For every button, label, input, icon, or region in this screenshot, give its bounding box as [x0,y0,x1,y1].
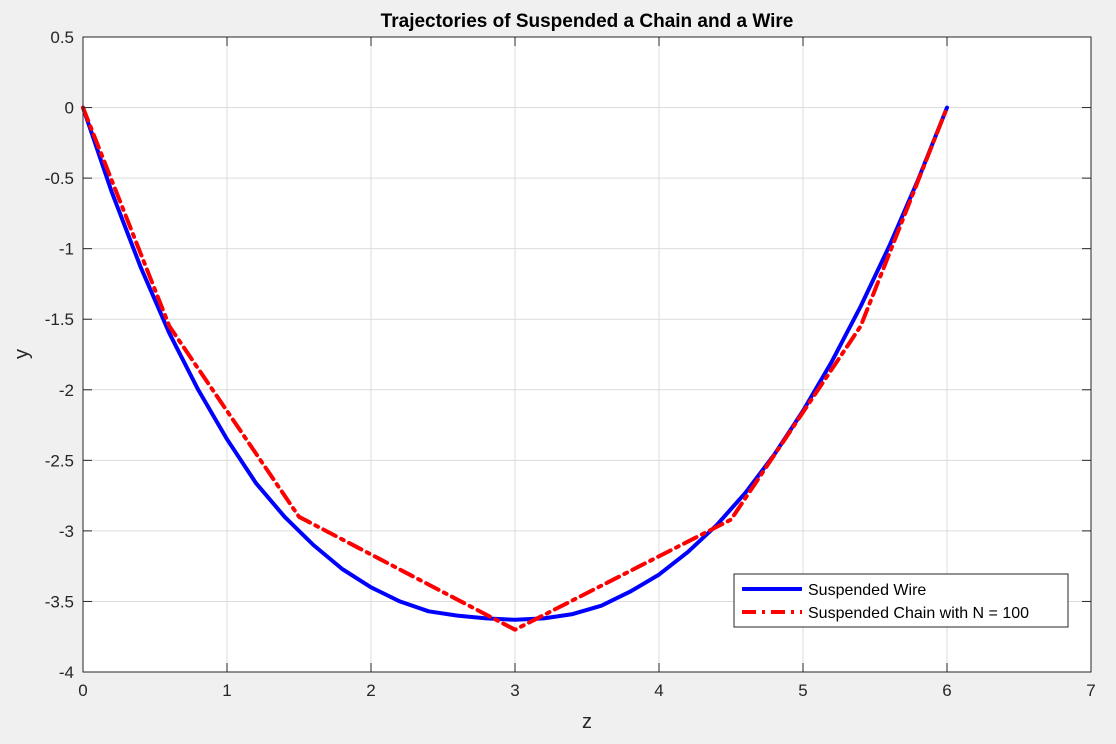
x-tick-label: 1 [222,681,231,700]
x-tick-labels: 0 1 2 3 4 5 6 7 [78,681,1095,700]
y-tick-label: -1.5 [45,310,74,329]
y-tick-label: -3.5 [45,592,74,611]
series-line-suspended-chain [81,105,949,632]
x-tick-label: 4 [654,681,663,700]
y-tick-label: 0 [65,99,74,118]
ticks [82,36,1092,673]
x-tick-label: 0 [78,681,87,700]
y-tick-label: -3 [59,522,74,541]
x-tick-label: 2 [366,681,375,700]
x-tick-label: 5 [798,681,807,700]
y-tick-label: -2.5 [45,451,74,470]
x-tick-label: 3 [510,681,519,700]
y-axis-label: y [11,349,33,359]
x-tick-label: 7 [1086,681,1095,700]
plot-area [83,37,1091,672]
x-axis-label: z [582,711,592,733]
x-tick-label: 6 [942,681,951,700]
axes-box [82,36,1092,673]
y-tick-label: -0.5 [45,169,74,188]
y-tick-label: 0.5 [50,28,74,47]
legend-label-chain: Suspended Chain with N = 100 [808,605,1029,622]
series-layer [81,105,949,632]
y-tick-labels: 0.5 0 -0.5 -1 -1.5 -2 -2.5 -3 -3.5 -4 [45,28,74,682]
y-tick-label: -1 [59,240,74,259]
legend: Suspended Wire Suspended Chain with N = … [733,573,1069,628]
y-tick-label: -4 [59,663,74,682]
chart-title: Trajectories of Suspended a Chain and a … [381,11,794,32]
legend-box [733,573,1069,628]
y-tick-label: -2 [59,381,74,400]
legend-label-wire: Suspended Wire [808,582,926,599]
